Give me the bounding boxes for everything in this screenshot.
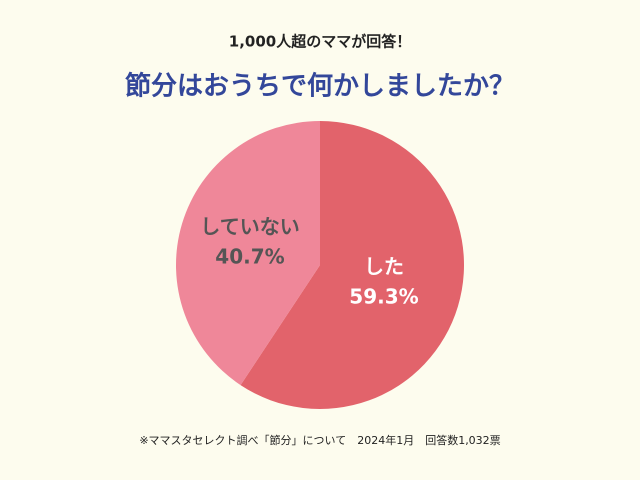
slice-label: していない [200,215,299,239]
pie-slice [240,121,464,410]
chart-note: ※ママスタセレクト調べ「節分」について 2024年1月 回答数1,032票 [139,433,500,447]
slice-label: した [364,255,404,279]
chart-subtitle: 1,000人超のママが回答！ [229,33,411,51]
slice-value: 59.3% [349,285,418,309]
slice-value: 40.7% [215,245,284,269]
chart-title: 節分はおうちで何かしましたか？ [125,71,515,102]
pie-slice [175,121,320,386]
